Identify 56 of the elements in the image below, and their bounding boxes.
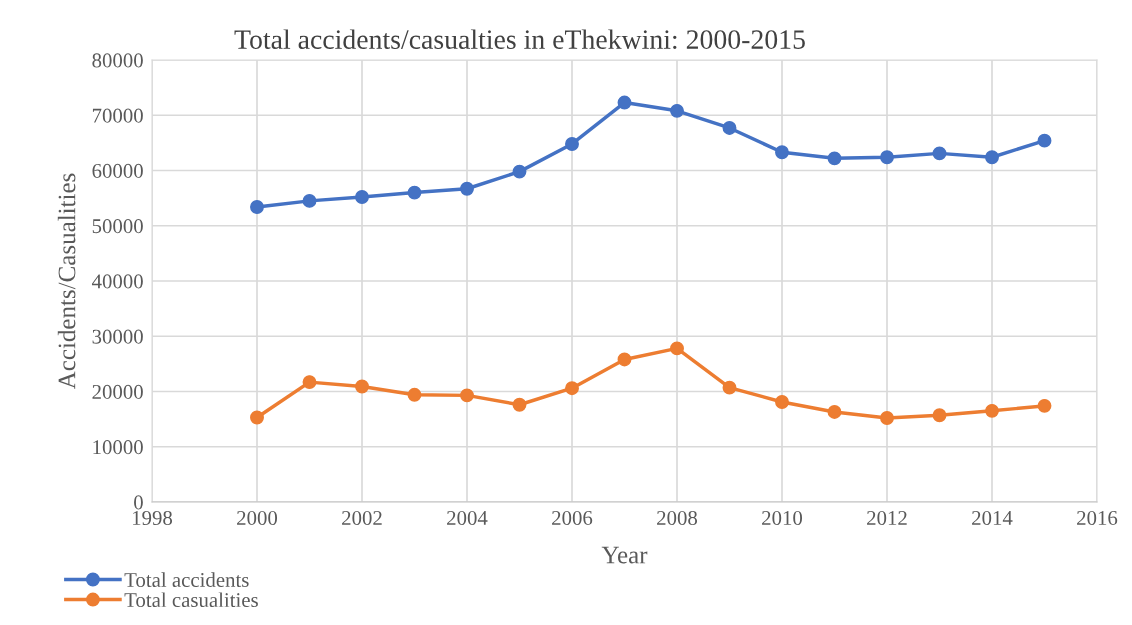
x-tick-label: 2006 bbox=[552, 510, 593, 525]
y-tick-label: 60000 bbox=[92, 163, 143, 178]
point bbox=[250, 410, 264, 425]
point bbox=[302, 193, 317, 208]
x-tick-label: 2010 bbox=[762, 510, 803, 525]
point bbox=[722, 121, 737, 135]
point bbox=[617, 95, 632, 110]
point bbox=[302, 375, 317, 390]
x-tick-label: 2002 bbox=[342, 510, 382, 525]
point bbox=[407, 387, 422, 402]
point bbox=[355, 379, 369, 394]
x-tick-label: 2014 bbox=[972, 510, 1013, 525]
x-tick-label: 1998 bbox=[133, 510, 173, 525]
y-tick-label: 50000 bbox=[92, 219, 143, 234]
point bbox=[250, 200, 264, 214]
y-axis-title: Accidents/Casualities bbox=[57, 173, 76, 390]
point bbox=[512, 397, 527, 412]
point bbox=[460, 388, 474, 403]
point bbox=[932, 408, 947, 423]
point bbox=[512, 164, 527, 179]
y-tick-label: 30000 bbox=[92, 329, 143, 344]
point bbox=[1037, 133, 1052, 148]
point bbox=[880, 150, 894, 165]
point bbox=[827, 151, 842, 166]
x-tick-label: 2016 bbox=[1077, 510, 1118, 525]
x-tick-label: 2004 bbox=[447, 510, 488, 525]
y-tick-label: 20000 bbox=[92, 384, 143, 399]
point bbox=[932, 146, 947, 161]
y-tick-label: 0 bbox=[134, 495, 143, 510]
point bbox=[617, 352, 632, 367]
x-tick-label: 2008 bbox=[657, 510, 698, 525]
point bbox=[827, 404, 842, 419]
point bbox=[880, 411, 894, 425]
legend-label: Total accidents bbox=[124, 572, 249, 587]
point bbox=[460, 181, 474, 196]
legend-label: Total casualities bbox=[124, 592, 258, 608]
point bbox=[775, 145, 789, 160]
y-tick-label: 80000 bbox=[92, 53, 143, 68]
point bbox=[670, 341, 684, 356]
point bbox=[722, 380, 737, 395]
x-tick-label: 2012 bbox=[867, 510, 907, 525]
x-axis-title: Year bbox=[601, 546, 648, 564]
y-tick-label: 40000 bbox=[91, 274, 143, 289]
point bbox=[407, 185, 422, 200]
point bbox=[985, 150, 999, 165]
point bbox=[355, 190, 369, 204]
y-tick-label: 70000 bbox=[92, 108, 143, 123]
x-tick-label: 2000 bbox=[237, 510, 278, 525]
point bbox=[1037, 398, 1052, 413]
point bbox=[670, 103, 684, 118]
point bbox=[775, 395, 789, 409]
y-tick-label: 10000 bbox=[93, 440, 143, 455]
point bbox=[565, 381, 579, 396]
point bbox=[985, 403, 999, 418]
chart-title: Total accidents/casualties in eThekwini: 2000-2015 bbox=[234, 29, 805, 50]
point bbox=[565, 137, 579, 151]
